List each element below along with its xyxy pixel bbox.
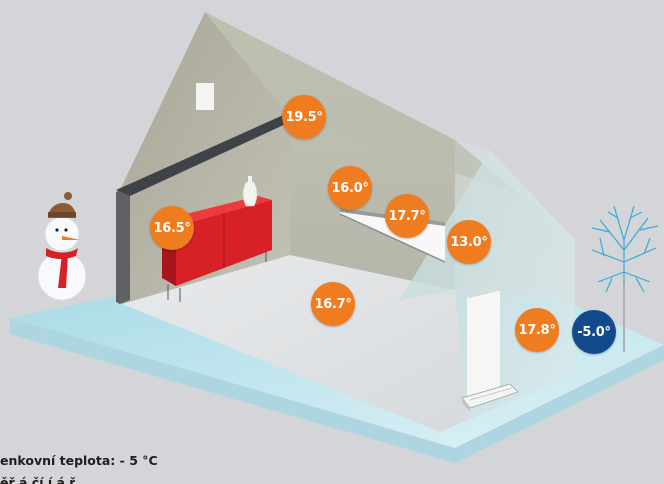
vase-icon	[242, 176, 258, 207]
caption-second-line: ěř á čí í á ř	[0, 475, 76, 484]
temp-badge-door: 17.8°	[515, 308, 559, 352]
wall-beam	[116, 112, 290, 196]
gable-window	[196, 83, 214, 110]
temp-badge-outside: -5.0°	[572, 310, 616, 354]
temp-badge-floor: 16.7°	[311, 282, 355, 326]
temp-badge-window-left: 16.0°	[328, 166, 372, 210]
door	[467, 288, 502, 396]
front-glass-wall	[400, 150, 575, 420]
left-wall-edge	[116, 186, 130, 304]
outdoor-temperature-caption: enkovní teplota: - 5 °C	[0, 453, 158, 468]
temp-badge-left-wall: 16.5°	[150, 206, 194, 250]
radiator-icon	[461, 383, 519, 412]
frost-tree-icon	[591, 205, 659, 352]
temp-badge-attic: 19.5°	[282, 95, 326, 139]
temp-badge-window-center: 17.7°	[385, 194, 429, 238]
snowman-icon	[37, 192, 87, 301]
floor	[122, 255, 468, 432]
temp-badge-roof: 13.0°	[447, 220, 491, 264]
